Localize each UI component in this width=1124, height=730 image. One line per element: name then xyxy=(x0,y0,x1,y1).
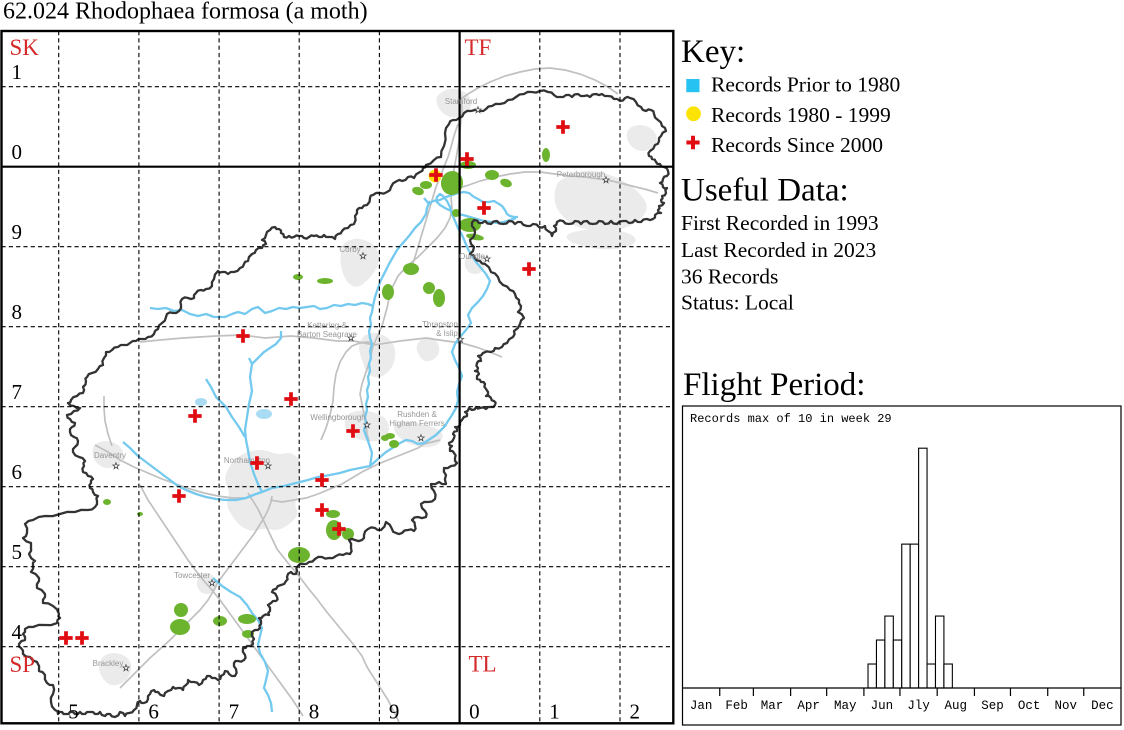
svg-text:Aug: Aug xyxy=(945,699,968,713)
svg-text:Dec: Dec xyxy=(1091,699,1114,713)
svg-text:& Islip: & Islip xyxy=(436,329,458,338)
svg-text:Sep: Sep xyxy=(981,699,1004,713)
svg-text:Key:: Key: xyxy=(681,34,745,70)
svg-text:Daventry: Daventry xyxy=(94,451,126,460)
svg-text:Peterborough: Peterborough xyxy=(557,170,605,179)
svg-text:8: 8 xyxy=(12,300,23,324)
svg-text:Jly: Jly xyxy=(907,699,930,713)
svg-text:9: 9 xyxy=(12,220,23,244)
svg-text:Records max of 10 in week 29: Records max of 10 in week 29 xyxy=(690,412,892,426)
svg-text:Records Since 2000: Records Since 2000 xyxy=(711,133,883,157)
svg-text:36 Records: 36 Records xyxy=(681,265,778,289)
svg-text:62.024 Rhodophaea formosa (a m: 62.024 Rhodophaea formosa (a moth) xyxy=(3,0,368,25)
svg-text:6: 6 xyxy=(12,460,23,484)
svg-text:Jun: Jun xyxy=(871,699,894,713)
svg-text:Rushden &: Rushden & xyxy=(397,410,437,419)
svg-text:TL: TL xyxy=(469,652,497,677)
svg-text:2: 2 xyxy=(630,700,641,724)
svg-text:May: May xyxy=(834,699,857,713)
svg-text:Oundle: Oundle xyxy=(459,252,485,261)
svg-text:Thrapston: Thrapston xyxy=(422,320,458,329)
svg-text:Corby: Corby xyxy=(339,245,360,254)
svg-text:0: 0 xyxy=(469,700,480,724)
svg-text:Mar: Mar xyxy=(761,699,784,713)
svg-text:Barton Seagrave: Barton Seagrave xyxy=(297,330,358,339)
svg-text:9: 9 xyxy=(389,700,400,724)
svg-text:7: 7 xyxy=(229,700,240,724)
svg-text:Records Prior to 1980: Records Prior to 1980 xyxy=(711,73,900,97)
svg-text:5: 5 xyxy=(68,700,79,724)
svg-text:Towcester: Towcester xyxy=(174,571,210,580)
svg-text:TF: TF xyxy=(465,35,492,60)
svg-text:Kettering &: Kettering & xyxy=(307,321,347,330)
svg-text:1: 1 xyxy=(12,60,23,84)
svg-text:Apr: Apr xyxy=(797,699,820,713)
svg-text:8: 8 xyxy=(309,700,320,724)
svg-text:Flight Period:: Flight Period: xyxy=(683,367,865,403)
svg-text:First Recorded in 1993: First Recorded in 1993 xyxy=(681,211,879,235)
svg-text:Feb: Feb xyxy=(725,699,748,713)
svg-text:0: 0 xyxy=(12,140,23,164)
svg-text:SK: SK xyxy=(10,35,40,60)
svg-text:4: 4 xyxy=(12,620,23,644)
svg-text:5: 5 xyxy=(12,540,23,564)
svg-text:Northampton: Northampton xyxy=(224,456,270,465)
svg-text:SP: SP xyxy=(10,652,36,677)
svg-text:Useful Data:: Useful Data: xyxy=(681,173,849,209)
svg-text:Oct: Oct xyxy=(1018,699,1041,713)
svg-text:Nov: Nov xyxy=(1054,699,1077,713)
svg-text:1: 1 xyxy=(549,700,560,724)
svg-text:Last Recorded in 2023: Last Recorded in 2023 xyxy=(681,238,876,262)
svg-text:Brackley: Brackley xyxy=(93,659,124,668)
svg-text:Records 1980 - 1999: Records 1980 - 1999 xyxy=(711,103,891,127)
svg-text:7: 7 xyxy=(12,380,23,404)
svg-text:6: 6 xyxy=(148,700,159,724)
svg-text:Jan: Jan xyxy=(690,699,713,713)
svg-text:Status: Local: Status: Local xyxy=(681,290,794,314)
svg-text:Wellingborough: Wellingborough xyxy=(310,413,365,422)
svg-text:Higham Ferrers: Higham Ferrers xyxy=(389,419,445,428)
svg-text:Stamford: Stamford xyxy=(445,97,477,106)
